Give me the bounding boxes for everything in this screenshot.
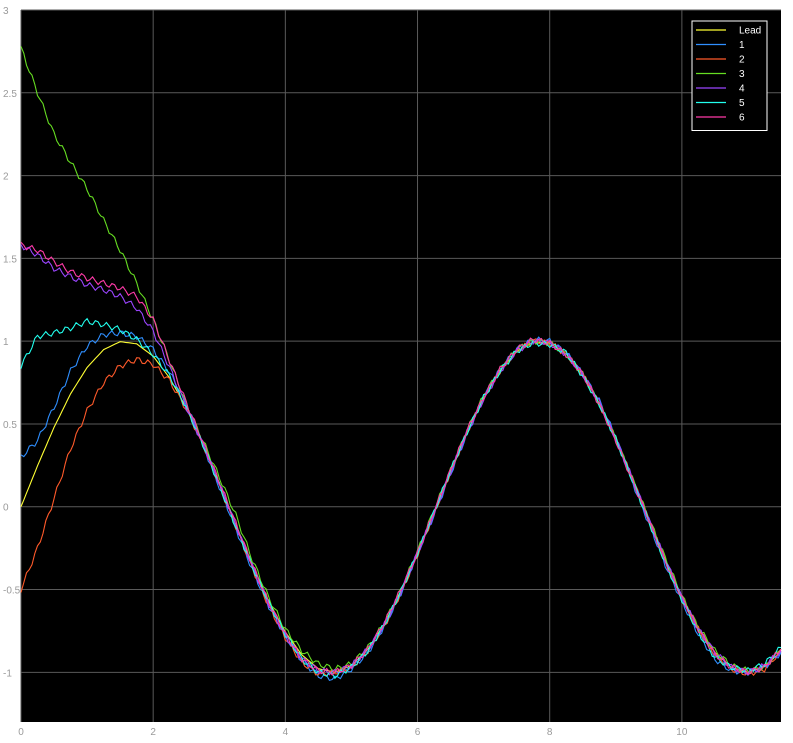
legend-label: 2	[739, 55, 745, 66]
legend-label: 3	[739, 69, 745, 80]
plot-area	[21, 10, 781, 722]
y-tick-label: 1.5	[3, 254, 17, 265]
y-tick-label: -0.5	[3, 586, 21, 597]
legend-label: 5	[739, 98, 745, 109]
y-tick-label: 0.5	[3, 420, 17, 431]
y-tick-label: 0	[3, 503, 9, 514]
legend-label: Lead	[739, 26, 761, 37]
y-tick-label: 1	[3, 337, 9, 348]
y-tick-label: -1	[3, 668, 12, 679]
legend-label: 1	[739, 40, 745, 51]
x-tick-label: 10	[676, 727, 688, 738]
legend-box	[692, 21, 767, 131]
legend-label: 6	[739, 113, 745, 124]
legend-label: 4	[739, 84, 745, 95]
y-tick-label: 2	[3, 172, 9, 183]
x-tick-label: 8	[547, 727, 553, 738]
x-tick-label: 0	[18, 727, 24, 738]
x-tick-label: 6	[415, 727, 421, 738]
y-tick-label: 2.5	[3, 89, 17, 100]
x-tick-label: 2	[150, 727, 156, 738]
x-tick-label: 4	[283, 727, 289, 738]
y-tick-label: 3	[3, 6, 9, 17]
legend[interactable]: Lead 1 2 3 4 5 6	[692, 21, 767, 131]
